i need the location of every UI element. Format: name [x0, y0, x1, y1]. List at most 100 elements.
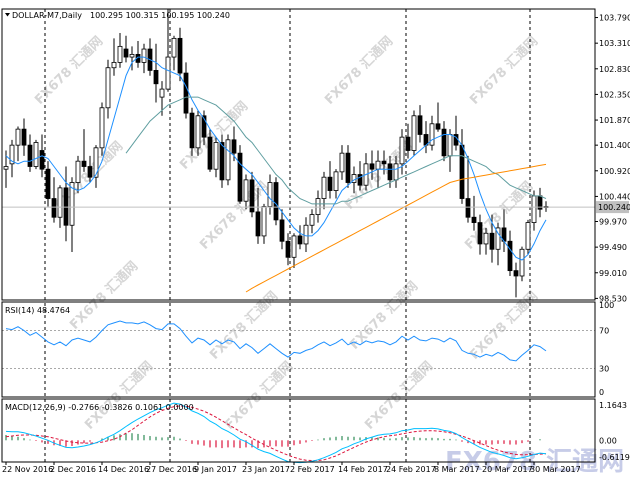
candle-body [375, 160, 381, 170]
candle-body [393, 163, 399, 181]
date-tick-label: 14 Dec 2016 [98, 465, 149, 474]
current-price-tag [596, 201, 629, 214]
candle-body [3, 166, 9, 170]
ma-series-line [125, 96, 547, 205]
candle-body [183, 72, 189, 114]
candle-body [231, 139, 237, 154]
watermark-text: FX678 汇通网 [222, 358, 297, 433]
candle-body [21, 128, 27, 146]
candle-body [189, 112, 195, 149]
candle-body [99, 107, 105, 149]
date-tick-label: 23 Jan 2017 [242, 465, 290, 474]
price-tick-label: 102.350 [599, 90, 630, 99]
candle-body [417, 115, 423, 135]
panel-frames [1, 8, 596, 463]
candle-body [93, 147, 99, 178]
price-tick-label: 103.310 [599, 39, 630, 48]
macd-main-line [5, 402, 547, 464]
candle-body [33, 142, 39, 167]
macd-tick-label: 1.1643 [599, 401, 627, 410]
candle-body [435, 123, 441, 130]
candle-body [75, 160, 81, 183]
candle-body [39, 150, 45, 170]
dropdown-arrow-icon[interactable] [5, 13, 10, 17]
candle-body [177, 37, 183, 74]
date-tick-label: 20 Mar 2017 [482, 465, 533, 474]
candle-body [309, 214, 315, 226]
candle-body [237, 152, 243, 202]
candle-body [219, 142, 225, 181]
rsi-tick-label: 0 [599, 388, 604, 397]
rsi-panel [5, 320, 547, 362]
candle-body [519, 248, 525, 277]
date-tick-label: 30 Mar 2017 [530, 465, 581, 474]
watermark-text: FX678 汇通网 [82, 358, 157, 433]
price-tick-label: 100.920 [599, 167, 630, 176]
candle-body [387, 163, 393, 181]
candle-body [339, 152, 345, 173]
macd-tick-label: -0.6119 [599, 453, 630, 462]
candle-body [285, 240, 291, 258]
candle-body [261, 206, 267, 237]
candle-body [447, 134, 453, 157]
candle-body [225, 139, 231, 181]
rsi-line [5, 320, 547, 362]
price-panel [3, 9, 549, 298]
candle-body [471, 216, 477, 223]
candle-body [207, 136, 213, 170]
candle-body [303, 224, 309, 245]
candle-body [489, 232, 495, 250]
candle-body [15, 128, 21, 146]
panel-frame [1, 301, 596, 398]
ohlc-readout: 100.295 100.315 100.195 100.240 [90, 11, 230, 20]
candle-body [249, 179, 255, 213]
candle-body [411, 115, 417, 151]
candle-body [213, 142, 219, 170]
candle-body [159, 88, 165, 98]
candle-body [369, 163, 375, 170]
candle-body [507, 240, 513, 272]
candle-body [63, 187, 69, 226]
candle-body [531, 195, 537, 223]
price-tick-label: 103.790 [599, 14, 630, 23]
candle-body [441, 128, 447, 157]
panel-frame [1, 8, 596, 301]
moving-averages [2, 56, 595, 293]
candle-body [327, 176, 333, 191]
rsi-levels [2, 330, 595, 369]
rsi-tick-label: 70 [599, 327, 609, 336]
ma-series-line [245, 163, 547, 293]
date-tick-label: 2 Dec 2016 [50, 465, 96, 474]
date-tick-label: 27 Dec 2016 [146, 465, 197, 474]
price-tick-label: 101.870 [599, 116, 630, 125]
candle-body [165, 56, 171, 90]
candle-body [69, 182, 75, 226]
candle-body [201, 115, 207, 138]
watermark-text: FX678 汇通网 [207, 288, 282, 363]
candle-body [9, 144, 15, 165]
candle-body [513, 270, 519, 277]
candle-body [465, 198, 471, 218]
watermark-text: FX678 汇通网 [67, 258, 142, 333]
price-axis: 103.790 103.310 102.830 102.350 101.870 101.4… [595, 14, 630, 462]
rsi-tick-label: 100 [599, 301, 614, 310]
price-tick-label: 98.530 [599, 294, 627, 303]
watermark-text: FX678 汇通网 [32, 33, 107, 108]
candle-body [483, 232, 489, 245]
candle-body [333, 171, 339, 191]
candle-body [495, 227, 501, 250]
candle-body [357, 174, 363, 186]
candle-body [171, 37, 177, 58]
price-tick-label: 99.970 [599, 218, 627, 227]
candle-body [195, 115, 201, 149]
candle-body [525, 222, 531, 250]
price-tick-label: 100.440 [599, 192, 630, 201]
candle-body [51, 198, 57, 218]
price-tick-label: 99.010 [599, 269, 627, 278]
rsi-title: RSI(14) 48.4764 [5, 306, 70, 315]
candle-body [273, 182, 279, 221]
date-tick-label: 14 Feb 2017 [338, 465, 388, 474]
candle-body [57, 187, 63, 218]
candle-body [129, 53, 135, 58]
